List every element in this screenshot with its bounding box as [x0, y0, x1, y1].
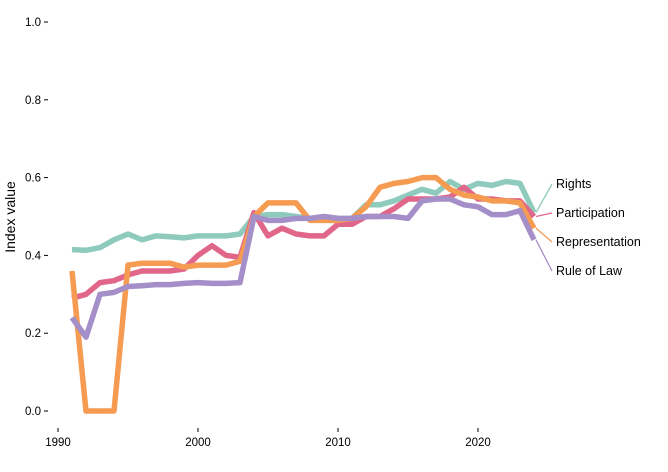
series-labels: Rights Participation Representation Rule of… — [535, 177, 641, 278]
x-tick-label: 2000 — [185, 437, 211, 449]
x-axis: 1990 2000 2010 2020 — [45, 428, 491, 449]
series-line-rule-of-law — [69, 196, 537, 340]
x-tick-label: 1990 — [45, 437, 71, 449]
y-axis: 0.0 0.2 0.4 0.6 0.8 1.0 — [25, 17, 48, 418]
series-label-leader — [535, 212, 553, 218]
x-tick-label: 2010 — [325, 437, 351, 449]
series-label-leader — [535, 239, 553, 272]
y-tick-label: 0.6 — [25, 173, 41, 185]
series-label-representation: Representation — [556, 235, 641, 249]
series-lines — [69, 174, 537, 414]
y-tick-label: 0.2 — [25, 328, 41, 340]
y-tick-label: 1.0 — [25, 17, 41, 29]
series-label-participation: Participation — [556, 206, 625, 220]
series-label-leader — [535, 183, 553, 213]
series-label-rule-of-law: Rule of Law — [556, 264, 623, 278]
series-label-leader — [535, 227, 553, 243]
y-tick-label: 0.0 — [25, 406, 41, 418]
y-tick-label: 0.8 — [25, 95, 41, 107]
y-axis-title: Index value — [2, 181, 18, 253]
x-tick-label: 2020 — [465, 437, 491, 449]
series-line-representation — [69, 174, 537, 414]
series-label-rights: Rights — [556, 177, 591, 191]
y-tick-label: 0.4 — [25, 250, 42, 262]
